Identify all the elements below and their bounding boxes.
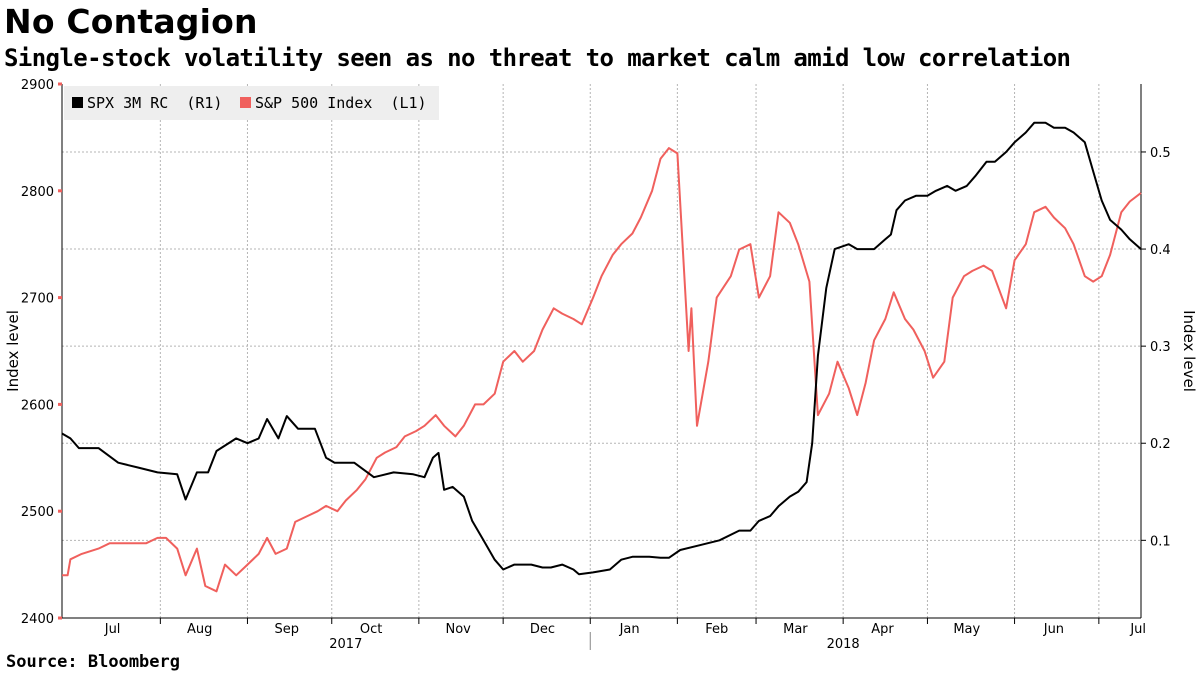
x-tick-label: Aug [187,622,212,637]
year-label: 2017 [329,637,362,652]
x-tick-label: Dec [530,622,555,637]
x-tick-label: Feb [705,622,728,637]
legend-label: SPX 3M RC (R1) [87,94,222,112]
left-tick-label: 2600 [21,398,54,413]
spx-3m-rc-line [61,121,1142,576]
right-tick-label: 0.4 [1150,243,1171,258]
right-tick-label: 0.3 [1150,340,1171,355]
left-axis-title: Index level [4,310,22,392]
x-tick-label: Jul [1129,622,1146,637]
right-tick-label: 0.1 [1150,534,1171,549]
x-tick-label: Apr [871,622,894,637]
axes: 2400 2500 2600 2700 2800 2900 0.1 0.2 0.3 0.4 0.5 I… [4,78,1198,652]
left-tick-label: 2800 [21,185,54,200]
left-tick-label: 2700 [21,292,54,307]
x-tick-label: Jul [104,622,121,637]
grid-lines [62,84,1141,618]
legend-swatch [72,97,83,108]
right-axis-title: Index level [1180,310,1198,392]
chart-title: No Contagion [4,2,258,41]
left-tick-label: 2500 [21,505,54,520]
legend-swatch [240,97,251,108]
left-tick-label: 2400 [21,612,54,627]
x-tick-label: Nov [446,622,472,637]
x-tick-label: Mar [783,622,808,637]
left-tick-label: 2900 [21,78,54,93]
x-tick-label: May [953,622,980,637]
x-tick-label: Sep [275,622,300,637]
spx-index-line [62,147,1142,593]
chart-subtitle: Single-stock volatility seen as no threa… [4,44,1071,72]
legend-label: S&P 500 Index (L1) [255,94,427,112]
year-label: 2018 [827,637,860,652]
legend-box [64,86,439,120]
x-tick-label: Jun [1043,622,1064,637]
x-tick-label: Oct [360,622,382,637]
right-tick-label: 0.5 [1150,146,1171,161]
source-note: Source: Bloomberg [6,652,180,672]
right-tick-label: 0.2 [1150,437,1171,452]
legend: SPX 3M RC (R1) S&P 500 Index (L1) [64,86,439,120]
series-lines [61,121,1142,593]
x-tick-label: Jan [619,622,640,637]
